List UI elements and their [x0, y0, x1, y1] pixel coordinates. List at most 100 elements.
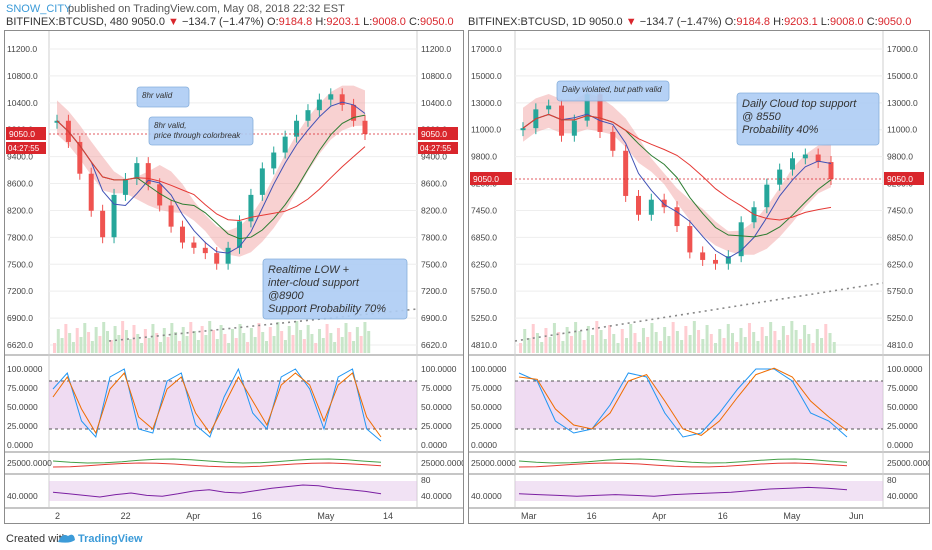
- volume-bar: [777, 340, 781, 353]
- volume-bar: [625, 338, 628, 353]
- stoch-tick-left: 75.0000: [7, 383, 38, 393]
- volume-bar: [196, 340, 200, 353]
- candle-body: [294, 120, 300, 137]
- volume-bar: [181, 327, 185, 353]
- volume-bar: [185, 336, 189, 353]
- author-name[interactable]: SNOW_CITY: [6, 3, 72, 15]
- volume-bar: [265, 341, 268, 353]
- price-tick-label-left: 17000.0: [471, 44, 502, 54]
- countdown-text: 04:27:55: [8, 144, 40, 153]
- volume-bar: [760, 327, 764, 353]
- price-tick-label-left: 7500.0: [7, 259, 33, 269]
- right-o-label: O:: [724, 16, 737, 28]
- price-badge: [884, 172, 924, 185]
- price-tick-label-right: 6250.0: [887, 259, 913, 269]
- candle-body: [328, 94, 334, 100]
- candle-body: [271, 152, 277, 169]
- candle-body: [610, 131, 616, 151]
- volume-bar: [786, 335, 790, 353]
- right-chart-panel[interactable]: 17000.0 17000.0 15000.0 15000.0 13000.0 13000…: [468, 30, 932, 524]
- time-axis-label: May: [783, 511, 801, 521]
- price-tick-label-left: 7200.0: [7, 286, 33, 296]
- volume-bar: [140, 343, 144, 353]
- candle-body: [777, 169, 783, 185]
- osc-line-red: [52, 462, 382, 468]
- volume-bar: [287, 326, 291, 353]
- annotation-text: Realtime LOW +: [268, 264, 350, 276]
- volume-bar: [646, 337, 650, 353]
- published-info: published on TradingView.com, May 08, 20…: [68, 3, 345, 15]
- candle-body: [145, 163, 151, 185]
- volume-bar: [739, 328, 743, 353]
- annotation-callout: [148, 116, 254, 146]
- candle-body: [687, 226, 693, 253]
- annotation-text: price through colorbreak: [153, 131, 241, 140]
- right-change: −134.7 (−1.47%): [639, 16, 722, 28]
- volume-bar: [124, 330, 128, 353]
- left-chart-panel[interactable]: 11200.0 11200.0 10800.0 10800.0 10400.0 10400…: [4, 30, 466, 524]
- rsi-band: [515, 481, 883, 501]
- volume-bar: [56, 329, 60, 353]
- price-tick-label-left: 7450.0: [471, 205, 497, 215]
- volume-bar: [147, 338, 151, 353]
- left-chart-svg[interactable]: 11200.0 11200.0 10800.0 10800.0 10400.0 10400…: [5, 31, 466, 523]
- tradingview-logo-icon[interactable]: [56, 530, 76, 549]
- volume-bar: [820, 338, 824, 353]
- stoch-band: [515, 381, 883, 429]
- volume-bar: [71, 342, 75, 353]
- volume-bar: [208, 321, 212, 353]
- volume-bar: [344, 323, 348, 353]
- volume-bar: [794, 330, 798, 353]
- price-tick-label-right: 9400.0: [421, 152, 447, 162]
- volume-bar: [764, 336, 768, 353]
- volume-bar: [90, 341, 94, 353]
- volume-bar: [790, 321, 794, 353]
- tradingview-brand[interactable]: TradingView: [78, 533, 143, 545]
- candle-body: [571, 120, 577, 136]
- volume-bar: [582, 340, 586, 353]
- volume-bar: [798, 339, 802, 353]
- volume-bar: [268, 327, 272, 353]
- osc-tick-left: 25000.0000: [7, 458, 52, 468]
- volume-bar: [155, 333, 159, 353]
- time-axis-label: 2: [55, 511, 60, 521]
- stoch-tick-left: 25.0000: [471, 421, 502, 431]
- volume-bar: [189, 322, 193, 353]
- volume-bar: [616, 343, 620, 353]
- price-tick-label-left: 10400.0: [7, 98, 38, 108]
- candle-body: [237, 221, 243, 248]
- volume-bar: [204, 335, 208, 353]
- left-high: 9203.1: [326, 16, 361, 28]
- ichimoku-cloud: [57, 85, 365, 257]
- time-axis-label: Mar: [521, 511, 537, 521]
- time-axis-label: 16: [587, 511, 597, 521]
- volume-bar: [807, 334, 811, 353]
- candle-body: [88, 173, 94, 211]
- price-tick-label-right: 9800.0: [887, 152, 913, 162]
- price-tick-label-left: 6850.0: [471, 232, 497, 242]
- price-tick-label-right: 13000.0: [887, 98, 918, 108]
- volume-bar: [544, 328, 548, 353]
- price-tick-label-right: 10800.0: [421, 71, 452, 81]
- countdown-badge: [418, 142, 458, 154]
- candle-body: [648, 199, 654, 215]
- time-axis-label: 16: [718, 511, 728, 521]
- right-chart-svg[interactable]: 17000.0 17000.0 15000.0 15000.0 13000.0 13000…: [469, 31, 932, 523]
- price-tick-label-right: 5250.0: [887, 313, 913, 323]
- time-axis-label: Jun: [849, 511, 864, 521]
- stoch-tick-right: 25.0000: [887, 421, 918, 431]
- countdown-badge: [6, 142, 46, 154]
- candle-body: [179, 226, 185, 243]
- volume-bar: [620, 329, 624, 353]
- price-tick-label-right: 6900.0: [421, 313, 447, 323]
- volume-bar: [658, 341, 662, 353]
- rsi-tick-right: 80: [421, 475, 431, 485]
- stoch-tick-left: 25.0000: [7, 421, 38, 431]
- volume-bar: [276, 322, 280, 353]
- annotation-text: Daily violated, but path valid: [562, 85, 662, 94]
- volume-bar: [726, 324, 730, 353]
- annotation-text: @ 8550: [742, 111, 782, 123]
- volume-bar: [709, 334, 713, 353]
- volume-bar: [109, 340, 113, 353]
- rsi-tick-right: 40.0000: [887, 491, 918, 501]
